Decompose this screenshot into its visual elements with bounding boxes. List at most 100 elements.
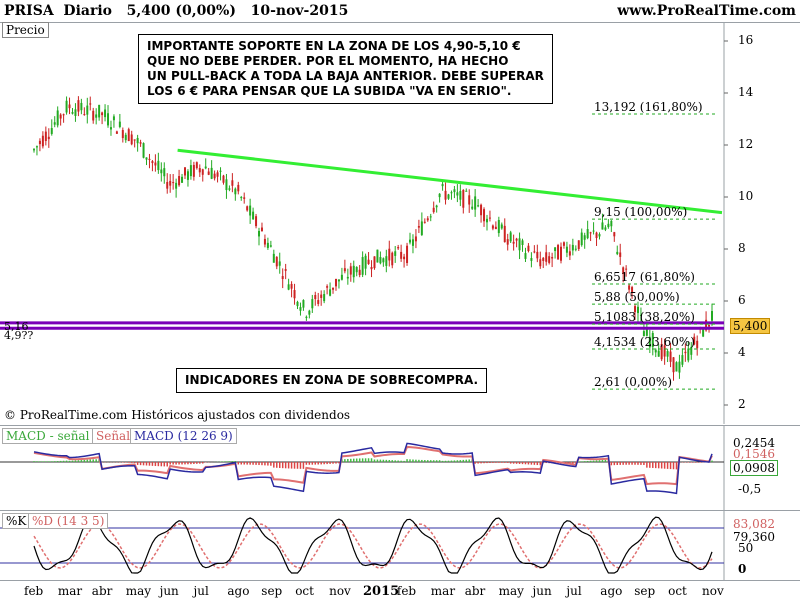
- candle-body: [445, 191, 447, 200]
- candle-body: [329, 289, 331, 295]
- candle-body: [134, 139, 136, 140]
- candle-body: [584, 235, 586, 240]
- candle-body: [243, 197, 245, 199]
- fib-level-label: 13,192 (161,80%): [594, 100, 703, 114]
- candle-body: [297, 302, 299, 306]
- k-legend: %K: [2, 513, 30, 529]
- candle-body: [524, 253, 526, 259]
- candle-body: [557, 245, 559, 260]
- candle-body: [436, 206, 438, 208]
- candle-body: [391, 253, 393, 266]
- candle-body: [83, 114, 85, 115]
- candle-body: [711, 311, 713, 321]
- candle-body: [299, 307, 301, 311]
- candle-body: [542, 258, 544, 261]
- candle-body: [492, 226, 494, 229]
- candle-body: [465, 191, 467, 192]
- candle-body: [148, 159, 150, 160]
- candle-body: [658, 351, 660, 357]
- candle-body: [619, 252, 621, 256]
- candle-body: [670, 352, 672, 362]
- candle-body: [166, 182, 168, 189]
- price-tick-2: 2: [738, 397, 746, 411]
- candle-body: [151, 161, 153, 163]
- candle-body: [462, 190, 464, 208]
- d-legend: %D (14 3 5): [28, 513, 108, 529]
- candle-body: [350, 266, 352, 274]
- candle-body: [291, 284, 293, 289]
- candle-body: [181, 177, 183, 183]
- candle-body: [607, 224, 609, 227]
- candle-body: [687, 349, 689, 361]
- candle-body: [590, 232, 592, 233]
- candle-body: [86, 106, 88, 115]
- candle-body: [110, 127, 112, 129]
- candle-body: [220, 171, 222, 172]
- candle-body: [530, 258, 532, 261]
- candle-body: [371, 267, 373, 269]
- month-tick-label: abr: [465, 584, 486, 598]
- candle-body: [48, 137, 50, 139]
- stochastic-panel[interactable]: %K %D (14 3 5) 83,082 79,360 50 0: [0, 510, 800, 581]
- candle-body: [403, 257, 405, 260]
- candle-body: [510, 232, 512, 241]
- month-tick-label: oct: [295, 584, 314, 598]
- candle-body: [128, 129, 130, 141]
- candle-body: [122, 130, 124, 138]
- candle-body: [267, 243, 269, 248]
- candle-body: [190, 165, 192, 176]
- candle-body: [51, 128, 53, 134]
- candle-body: [125, 135, 127, 140]
- price-panel[interactable]: Precio IMPORTANTE SOPORTE EN LA ZONA DE …: [0, 22, 800, 424]
- chart-header: PRISA Diario 5,400 (0,00%) 10-nov-2015 w…: [0, 0, 800, 23]
- candle-body: [368, 260, 370, 264]
- candle-body: [678, 362, 680, 373]
- candle-body: [673, 357, 675, 372]
- candle-body: [501, 224, 503, 228]
- candle-body: [231, 180, 233, 185]
- candle-body: [89, 103, 91, 104]
- candle-body: [616, 252, 618, 254]
- candle-body: [154, 163, 156, 166]
- macd-panel[interactable]: MACD - señal Señal MACD (12 26 9) 0,2454…: [0, 425, 800, 510]
- candle-body: [214, 174, 216, 179]
- price-tick-10: 10: [738, 189, 753, 203]
- candle-body: [459, 191, 461, 200]
- candle-body: [424, 222, 426, 223]
- signal-legend: Señal: [92, 428, 134, 444]
- candle-body: [163, 168, 165, 176]
- candle-body: [394, 251, 396, 256]
- candle-body: [140, 142, 142, 143]
- candle-body: [427, 218, 429, 220]
- candle-body: [314, 295, 316, 299]
- month-tick-label: mar: [58, 584, 82, 598]
- candle-body: [353, 266, 355, 277]
- candle-body: [388, 249, 390, 261]
- month-tick-label: sep: [261, 584, 282, 598]
- candle-body: [418, 226, 420, 228]
- candle-body: [362, 257, 364, 275]
- candle-body: [684, 352, 686, 353]
- candle-body: [69, 105, 71, 109]
- candle-body: [282, 276, 284, 279]
- candle-body: [246, 206, 248, 210]
- candle-body: [225, 179, 227, 190]
- candle-body: [341, 275, 343, 280]
- candle-body: [288, 284, 290, 289]
- candle-body: [613, 232, 615, 236]
- candle-body: [359, 270, 361, 275]
- candle-body: [456, 192, 458, 195]
- candle-body: [137, 138, 139, 143]
- fib-level-label: 9,15 (100,00%): [594, 205, 687, 219]
- price-tick-8: 8: [738, 241, 746, 255]
- candle-body: [113, 116, 115, 120]
- candle-body: [237, 185, 239, 191]
- candle-body: [175, 183, 177, 189]
- fib-level-label: 2,61 (0,00%): [594, 375, 672, 389]
- price-tick-16: 16: [738, 33, 753, 47]
- month-tick-label: mar: [431, 584, 455, 598]
- month-tick-label: sep: [634, 584, 655, 598]
- candle-body: [486, 219, 488, 222]
- month-tick-label: may: [126, 584, 151, 598]
- candle-body: [516, 239, 518, 241]
